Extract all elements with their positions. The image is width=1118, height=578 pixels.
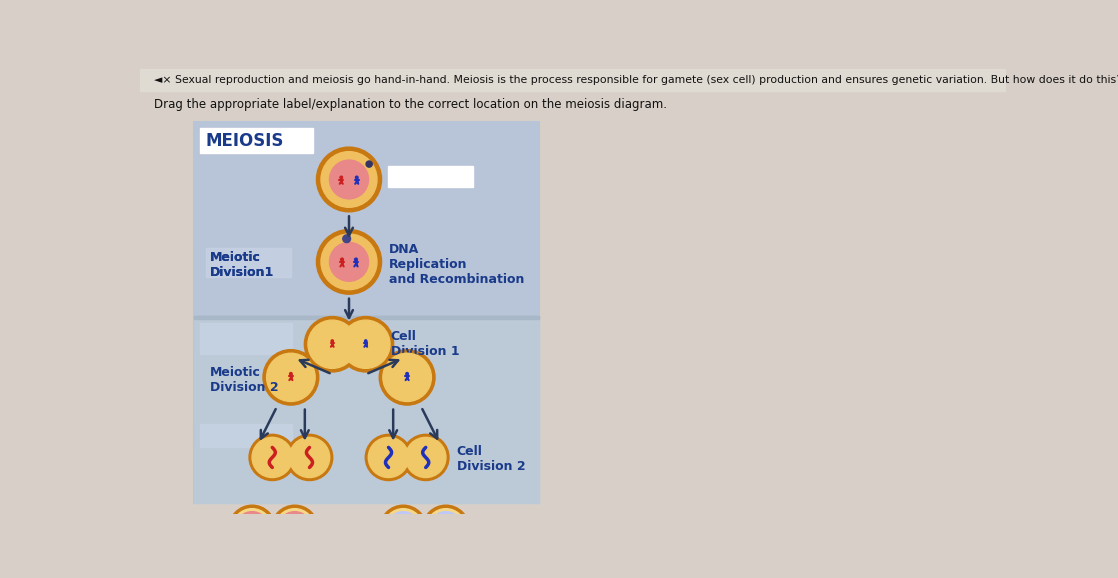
Text: Cell
Division 1: Cell Division 1 xyxy=(391,330,459,358)
Circle shape xyxy=(290,373,292,375)
Circle shape xyxy=(316,147,381,212)
Circle shape xyxy=(321,151,377,208)
Circle shape xyxy=(290,438,330,477)
Text: Cell
Division 2: Cell Division 2 xyxy=(457,445,525,473)
Circle shape xyxy=(338,317,394,372)
Circle shape xyxy=(429,512,463,545)
Bar xyxy=(195,122,539,503)
Circle shape xyxy=(263,350,319,405)
Circle shape xyxy=(406,438,446,477)
Circle shape xyxy=(330,160,369,199)
Circle shape xyxy=(304,317,360,372)
Circle shape xyxy=(272,505,318,551)
Bar xyxy=(195,316,539,318)
Bar xyxy=(195,318,539,503)
Circle shape xyxy=(229,505,275,551)
Circle shape xyxy=(402,434,449,480)
Circle shape xyxy=(343,235,351,243)
Circle shape xyxy=(379,350,435,405)
Circle shape xyxy=(236,512,268,545)
Circle shape xyxy=(341,258,343,261)
Bar xyxy=(195,316,539,319)
Circle shape xyxy=(368,438,409,477)
Circle shape xyxy=(387,512,420,545)
Circle shape xyxy=(341,320,390,368)
Bar xyxy=(200,424,292,447)
Bar xyxy=(140,69,1006,91)
Circle shape xyxy=(380,505,426,551)
Circle shape xyxy=(383,509,423,548)
Circle shape xyxy=(286,434,333,480)
Text: ◄× Sexual reproduction and meiosis go hand-in-hand. Meiosis is the process respo: ◄× Sexual reproduction and meiosis go ha… xyxy=(153,75,1118,85)
Circle shape xyxy=(356,176,358,179)
Circle shape xyxy=(406,373,408,375)
Circle shape xyxy=(426,509,465,548)
Circle shape xyxy=(233,509,272,548)
Circle shape xyxy=(249,434,295,480)
Circle shape xyxy=(366,434,411,480)
Circle shape xyxy=(364,340,367,342)
Circle shape xyxy=(321,234,377,290)
Bar xyxy=(388,166,473,187)
Bar xyxy=(200,128,313,153)
Text: Meiotic
Division1: Meiotic Division1 xyxy=(209,251,274,279)
Circle shape xyxy=(354,258,358,261)
Bar xyxy=(206,248,291,277)
Circle shape xyxy=(307,320,357,368)
Circle shape xyxy=(340,176,342,179)
Circle shape xyxy=(252,438,293,477)
Circle shape xyxy=(278,512,312,545)
Circle shape xyxy=(423,505,470,551)
Text: Meiotic
Division1: Meiotic Division1 xyxy=(209,251,274,279)
Text: Meiotic
Division 2: Meiotic Division 2 xyxy=(209,366,278,394)
Circle shape xyxy=(275,509,314,548)
Circle shape xyxy=(316,229,381,294)
Text: MEIOSIS: MEIOSIS xyxy=(206,132,284,150)
Text: Drag the appropriate label/explanation to the correct location on the meiosis di: Drag the appropriate label/explanation t… xyxy=(153,98,666,112)
Bar xyxy=(200,324,292,354)
Circle shape xyxy=(366,161,372,167)
Text: DNA
Replication
and Recombination: DNA Replication and Recombination xyxy=(389,243,524,287)
Circle shape xyxy=(382,353,432,402)
Circle shape xyxy=(266,353,315,402)
Circle shape xyxy=(330,242,369,281)
Circle shape xyxy=(331,340,333,342)
